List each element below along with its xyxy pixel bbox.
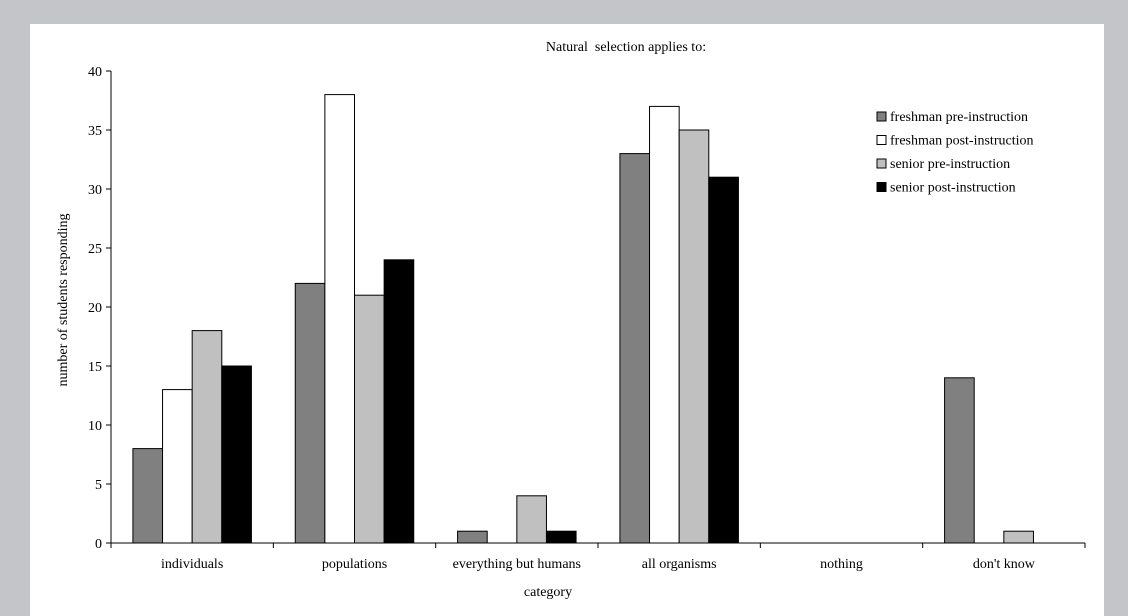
legend-swatch xyxy=(876,158,887,169)
bar-group xyxy=(132,94,1034,544)
x-category-label: populations xyxy=(322,557,387,572)
bar-freshman-post-instruction-all-organisms xyxy=(649,105,680,544)
bar-senior-post-instruction-individuals xyxy=(221,365,252,544)
y-tick-label: 15 xyxy=(88,360,102,375)
x-category-label: individuals xyxy=(161,557,223,572)
y-axis-title: number of students responding xyxy=(56,213,71,386)
legend-label: senior post-instruction xyxy=(890,181,1016,196)
y-tick-label: 5 xyxy=(95,478,102,493)
legend: freshman pre-instruction freshman post-in… xyxy=(876,110,1033,196)
legend-label: freshman pre-instruction xyxy=(890,110,1028,125)
y-tick-label: 0 xyxy=(95,537,102,552)
x-category-label: all organisms xyxy=(642,557,717,572)
x-axis-title: category xyxy=(524,585,572,600)
bar-senior-post-instruction-populations xyxy=(383,259,415,544)
bar-senior-pre-instruction-all-organisms xyxy=(678,129,710,544)
bar-freshman-post-instruction-populations xyxy=(324,94,356,544)
chart-title: Natural selection applies to: xyxy=(546,40,706,55)
y-tick-label: 40 xyxy=(88,65,102,80)
legend-swatch xyxy=(876,111,887,122)
bar-senior-post-instruction-everything-but-humans xyxy=(545,530,577,544)
y-tick-label: 25 xyxy=(88,242,102,257)
bar-senior-pre-instruction-don-t-know xyxy=(1003,530,1034,544)
bar-freshman-post-instruction-individuals xyxy=(162,389,193,544)
legend-swatch xyxy=(876,182,887,192)
y-tick-label: 30 xyxy=(88,183,102,198)
y-tick-label: 35 xyxy=(88,124,102,139)
legend-label: senior pre-instruction xyxy=(890,157,1010,172)
x-category-label: don't know xyxy=(973,557,1036,572)
bar-freshman-pre-instruction-individuals xyxy=(132,448,164,544)
bar-freshman-pre-instruction-everything-but-humans xyxy=(457,530,488,544)
bar-freshman-pre-instruction-don-t-know xyxy=(944,377,975,544)
bar-freshman-pre-instruction-all-organisms xyxy=(619,153,651,544)
bar-senior-pre-instruction-individuals xyxy=(191,330,223,544)
bar-senior-post-instruction-all-organisms xyxy=(708,176,739,544)
y-axis-ticks: 0 5 10 15 20 25 30 35 40 xyxy=(88,65,111,552)
legend-swatch xyxy=(876,135,887,145)
x-category-label: nothing xyxy=(820,557,863,572)
y-tick-label: 10 xyxy=(88,419,102,434)
x-category-label: everything but humans xyxy=(453,557,581,572)
bar-freshman-pre-instruction-populations xyxy=(294,282,326,544)
bar-senior-pre-instruction-populations xyxy=(354,294,385,544)
legend-label: freshman post-instruction xyxy=(890,134,1033,149)
bar-senior-pre-instruction-everything-but-humans xyxy=(516,495,547,544)
y-tick-label: 20 xyxy=(88,301,102,316)
x-axis-ticks: individuals populations everything but hum… xyxy=(110,543,1086,572)
